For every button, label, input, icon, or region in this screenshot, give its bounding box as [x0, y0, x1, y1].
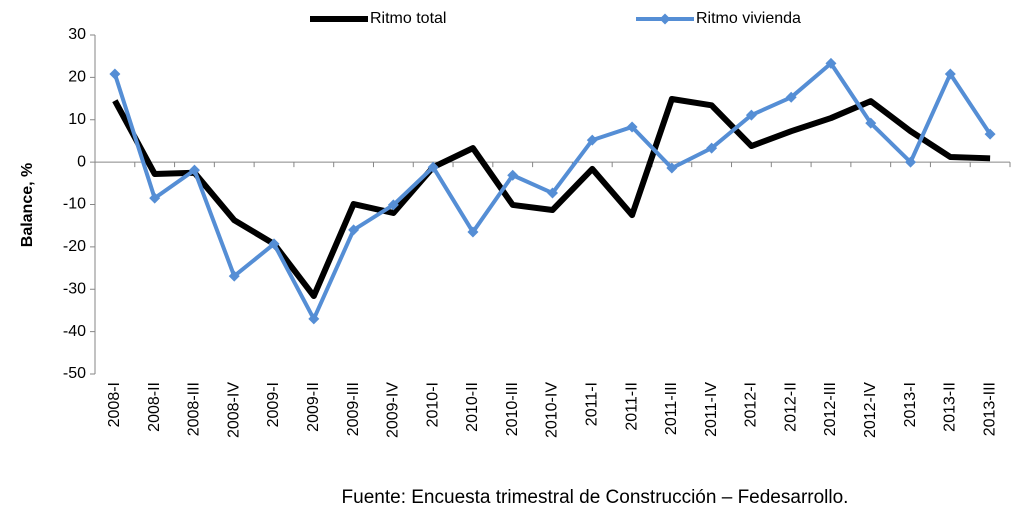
marker	[785, 91, 797, 103]
x-tick-label: 2010-IV	[544, 382, 561, 438]
marker	[387, 199, 399, 211]
marker	[467, 226, 479, 238]
marker	[109, 68, 121, 80]
marker	[188, 164, 200, 176]
y-tick-label: -50	[63, 365, 86, 382]
y-tick-label: -40	[63, 323, 86, 340]
marker	[586, 134, 598, 146]
marker	[944, 68, 956, 80]
source-note: Fuente: Encuesta trimestral de Construcc…	[342, 487, 849, 508]
marker	[507, 169, 519, 181]
x-tick-label: 2008-I	[106, 382, 123, 427]
marker	[865, 117, 877, 129]
x-tick-label: 2013-III	[981, 382, 998, 436]
marker	[745, 109, 757, 121]
x-tick-label: 2011-I	[584, 382, 601, 426]
marker	[626, 121, 638, 133]
x-tick-label: 2013-I	[902, 382, 919, 427]
x-tick-label: 2010-III	[504, 382, 521, 436]
legend-label: Ritmo total	[370, 10, 446, 27]
y-tick-label: 0	[77, 153, 86, 170]
legend-marker	[659, 13, 671, 25]
x-tick-label: 2012-III	[822, 382, 839, 436]
marker	[427, 161, 439, 173]
y-tick-label: -30	[63, 280, 86, 297]
x-tick-label: 2011-IV	[703, 382, 720, 437]
legend-label: Ritmo vivienda	[696, 10, 801, 27]
marker	[905, 156, 917, 168]
marker	[825, 57, 837, 69]
x-tick-label: 2009-II	[305, 382, 322, 432]
y-tick-label: -10	[63, 196, 86, 213]
x-tick-label: 2009-I	[265, 382, 282, 427]
marker	[984, 128, 996, 140]
marker	[348, 224, 360, 236]
y-axis-label: Balance, %	[19, 163, 36, 247]
x-tick-label: 2009-IV	[385, 382, 402, 438]
y-tick-label: -20	[63, 238, 86, 255]
x-tick-label: 2010-I	[424, 382, 441, 427]
y-tick-label: 10	[68, 111, 86, 128]
x-tick-label: 2010-II	[464, 382, 481, 432]
x-tick-label: 2008-IV	[225, 382, 242, 438]
marker	[547, 187, 558, 199]
x-tick-label: 2013-II	[942, 382, 959, 432]
y-tick-label: 20	[68, 69, 86, 86]
marker	[149, 192, 161, 204]
marker	[706, 142, 718, 154]
x-tick-label: 2011-III	[663, 382, 680, 435]
marker	[666, 162, 678, 174]
y-tick-label: 30	[68, 26, 86, 43]
x-tick-label: 2012-I	[743, 382, 760, 427]
series-line	[112, 95, 991, 300]
x-tick-label: 2008-III	[186, 382, 203, 436]
x-tick-label: 2012-IV	[862, 382, 879, 438]
x-tick-label: 2008-II	[146, 382, 163, 432]
x-tick-label: 2011-II	[623, 382, 640, 431]
x-tick-label: 2009-III	[345, 382, 362, 436]
x-tick-label: 2012-II	[782, 382, 799, 432]
marker	[308, 313, 320, 325]
marker	[228, 270, 240, 282]
marker	[268, 238, 280, 250]
